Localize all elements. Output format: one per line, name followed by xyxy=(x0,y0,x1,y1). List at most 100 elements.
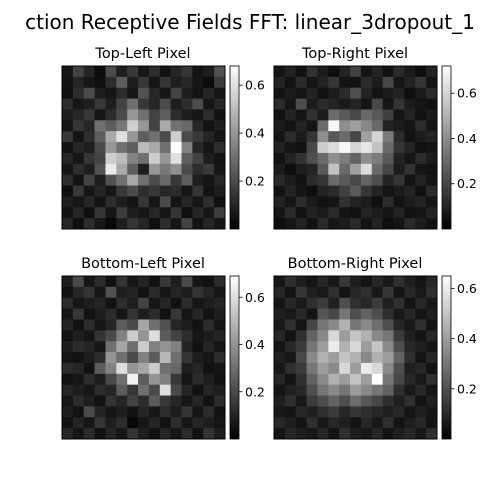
heatmap-cell xyxy=(171,99,182,110)
heatmap-cell xyxy=(171,207,182,218)
heatmap-cell xyxy=(84,77,95,88)
heatmap-cell xyxy=(160,109,171,120)
heatmap-cell xyxy=(127,218,138,229)
heatmap-cell xyxy=(203,142,214,153)
heatmap-cell xyxy=(116,363,127,374)
heatmap-cell xyxy=(415,341,426,352)
heatmap-cell xyxy=(138,88,149,99)
heatmap-cell xyxy=(328,77,339,88)
heatmap-cell xyxy=(127,99,138,110)
heatmap-cell xyxy=(426,385,437,396)
heatmap-cell xyxy=(214,374,225,385)
heatmap-cell xyxy=(307,99,318,110)
heatmap-cell xyxy=(426,109,437,120)
heatmap-cell xyxy=(138,330,149,341)
heatmap-cell xyxy=(182,309,193,320)
heatmap-cell xyxy=(95,319,106,330)
heatmap-cell xyxy=(73,88,84,99)
heatmap-cell xyxy=(415,120,426,131)
heatmap-cell xyxy=(317,374,328,385)
heatmap-cell xyxy=(73,175,84,186)
heatmap-cell xyxy=(73,77,84,88)
heatmap-cell xyxy=(328,352,339,363)
heatmap-cell xyxy=(404,109,415,120)
heatmap-cell xyxy=(426,131,437,142)
heatmap-cell xyxy=(404,352,415,363)
heatmap-cell xyxy=(350,298,361,309)
heatmap-cell xyxy=(274,99,285,110)
heatmap-cell xyxy=(307,175,318,186)
heatmap-cell xyxy=(372,352,383,363)
colorbar-tick-label: 0.2 xyxy=(245,174,265,189)
heatmap-cell xyxy=(372,66,383,77)
heatmap-cell xyxy=(214,131,225,142)
heatmap-cell xyxy=(138,428,149,439)
heatmap-cell xyxy=(84,287,95,298)
heatmap-cell xyxy=(160,406,171,417)
heatmap-cell xyxy=(192,66,203,77)
heatmap-cell xyxy=(84,142,95,153)
heatmap-cell xyxy=(328,428,339,439)
heatmap-cell xyxy=(138,109,149,120)
heatmap-cell xyxy=(95,341,106,352)
heatmap-cell xyxy=(285,309,296,320)
heatmap-cell xyxy=(105,153,116,164)
heatmap-cell xyxy=(361,428,372,439)
heatmap-cell xyxy=(149,330,160,341)
heatmap-cell xyxy=(116,352,127,363)
heatmap-cell xyxy=(138,99,149,110)
heatmap-cell xyxy=(285,66,296,77)
heatmap-cell xyxy=(296,319,307,330)
heatmap-cell xyxy=(84,309,95,320)
heatmap-cell xyxy=(203,363,214,374)
heatmap-cell xyxy=(171,363,182,374)
heatmap-cell xyxy=(404,207,415,218)
heatmap-cell xyxy=(214,77,225,88)
panel-top-right: Top-Right Pixel 0.20.40.6 xyxy=(274,46,477,229)
heatmap-cell xyxy=(84,218,95,229)
heatmap-cell xyxy=(383,218,394,229)
heatmap-cell xyxy=(426,120,437,131)
heatmap-cell xyxy=(95,120,106,131)
heatmap-cell xyxy=(361,196,372,207)
heatmap-cell xyxy=(127,153,138,164)
heatmap-cell xyxy=(182,175,193,186)
heatmap-cell xyxy=(62,186,73,197)
heatmap-cell xyxy=(171,77,182,88)
heatmap-cell xyxy=(372,363,383,374)
heatmap-cell xyxy=(296,164,307,175)
heatmap-cell xyxy=(372,428,383,439)
heatmap-cell xyxy=(84,109,95,120)
heatmap-cell xyxy=(339,276,350,287)
heatmap-cell xyxy=(62,218,73,229)
heatmap-cell xyxy=(182,109,193,120)
heatmap-cell xyxy=(350,142,361,153)
heatmap-cell xyxy=(296,153,307,164)
heatmap-cell xyxy=(415,396,426,407)
heatmap-cell xyxy=(160,218,171,229)
heatmap-cell xyxy=(317,428,328,439)
heatmap-cell xyxy=(214,207,225,218)
heatmap-cell xyxy=(415,374,426,385)
heatmap-cell xyxy=(328,309,339,320)
heatmap-cell xyxy=(415,309,426,320)
heatmap-cell xyxy=(285,77,296,88)
heatmap-cell xyxy=(62,330,73,341)
heatmap-cell xyxy=(84,385,95,396)
heatmap-cell xyxy=(361,142,372,153)
heatmap-cell xyxy=(95,77,106,88)
heatmap-cell xyxy=(105,88,116,99)
heatmap-cell xyxy=(372,207,383,218)
heatmap-cell xyxy=(127,142,138,153)
heatmap-cell xyxy=(73,218,84,229)
heatmap-cell xyxy=(84,120,95,131)
heatmap-cell xyxy=(383,175,394,186)
heatmap-cell xyxy=(285,131,296,142)
colorbar-tick-label: 0.4 xyxy=(457,131,477,146)
heatmap-cell xyxy=(203,406,214,417)
heatmap-cell xyxy=(160,287,171,298)
heatmap-cell xyxy=(73,109,84,120)
heatmap-cell xyxy=(426,186,437,197)
heatmap-cell xyxy=(203,120,214,131)
heatmap-cell xyxy=(372,164,383,175)
